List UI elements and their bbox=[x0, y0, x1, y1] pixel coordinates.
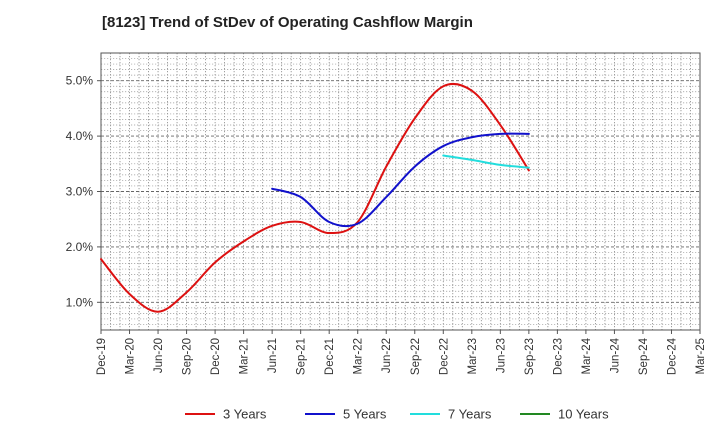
x-tick-label: Sep-23 bbox=[524, 338, 536, 375]
y-tick-label: 3.0% bbox=[66, 185, 94, 199]
x-tick-label: Sep-21 bbox=[296, 338, 308, 375]
x-tick-label: Sep-24 bbox=[638, 337, 650, 375]
x-tick-label: Mar-25 bbox=[695, 338, 707, 374]
plot-background bbox=[101, 53, 700, 330]
x-tick-label: Jun-24 bbox=[609, 337, 621, 373]
x-tick-label: Jun-22 bbox=[381, 338, 393, 373]
x-tick-label: Mar-22 bbox=[353, 338, 365, 374]
x-tick-label: Dec-24 bbox=[666, 337, 678, 375]
y-tick-label: 1.0% bbox=[66, 295, 94, 309]
axes-layer: 1.0% 2.0% 3.0% 4.0% 5.0% Dec-19 Mar-20 Jun-20 Se… bbox=[66, 52, 707, 375]
x-tick-label: Mar-23 bbox=[467, 338, 479, 374]
x-tick-label: Dec-19 bbox=[96, 338, 108, 375]
grid-layer bbox=[101, 53, 700, 330]
x-tick-label: Jun-21 bbox=[267, 338, 279, 373]
series-line-3 bbox=[442, 154, 530, 169]
legend-layer: 3 Years 5 Years 7 Years 10 Years bbox=[185, 407, 609, 422]
chart-title: [8123] Trend of StDev of Operating Cashf… bbox=[102, 14, 473, 31]
x-tick-label: Dec-23 bbox=[552, 338, 564, 375]
x-tick-label: Jun-23 bbox=[495, 338, 507, 373]
x-tick-label: Mar-24 bbox=[581, 337, 593, 374]
x-tick-label: Dec-22 bbox=[438, 338, 450, 375]
y-tick-label: 5.0% bbox=[66, 74, 94, 88]
x-tick-label: Dec-21 bbox=[324, 338, 336, 375]
legend-label: 5 Years bbox=[343, 407, 387, 422]
series-line-1 bbox=[100, 82, 530, 313]
legend-label: 7 Years bbox=[448, 407, 492, 422]
x-tick-label: Sep-20 bbox=[182, 338, 194, 375]
x-tick-label: Sep-22 bbox=[410, 338, 422, 375]
x-tick-label: Mar-20 bbox=[125, 338, 137, 374]
legend-label: 3 Years bbox=[223, 407, 267, 422]
series-layer bbox=[100, 82, 530, 313]
x-tick-label: Mar-21 bbox=[239, 338, 251, 374]
x-tick-label: Dec-20 bbox=[210, 338, 222, 375]
series-line-2 bbox=[271, 132, 530, 228]
y-tick-label: 2.0% bbox=[66, 240, 94, 254]
x-tick-label: Jun-20 bbox=[153, 338, 165, 373]
y-tick-label: 4.0% bbox=[66, 129, 94, 143]
legend-label: 10 Years bbox=[558, 407, 609, 422]
